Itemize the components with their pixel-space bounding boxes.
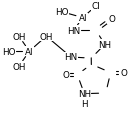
Text: O: O	[120, 68, 127, 77]
Text: Cl: Cl	[91, 2, 100, 11]
Text: OH: OH	[12, 32, 26, 41]
Text: OH: OH	[12, 62, 26, 71]
Text: O: O	[62, 70, 69, 79]
Text: NH: NH	[78, 89, 91, 98]
Text: O: O	[108, 15, 115, 24]
Text: Al: Al	[25, 47, 34, 56]
Text: HO: HO	[2, 47, 15, 56]
Text: NH: NH	[98, 40, 111, 49]
Text: H: H	[81, 99, 88, 108]
Text: Al: Al	[78, 14, 87, 23]
Text: HN: HN	[67, 27, 80, 36]
Text: HO: HO	[55, 8, 69, 17]
Text: OH: OH	[40, 32, 53, 41]
Text: HN: HN	[64, 53, 78, 62]
